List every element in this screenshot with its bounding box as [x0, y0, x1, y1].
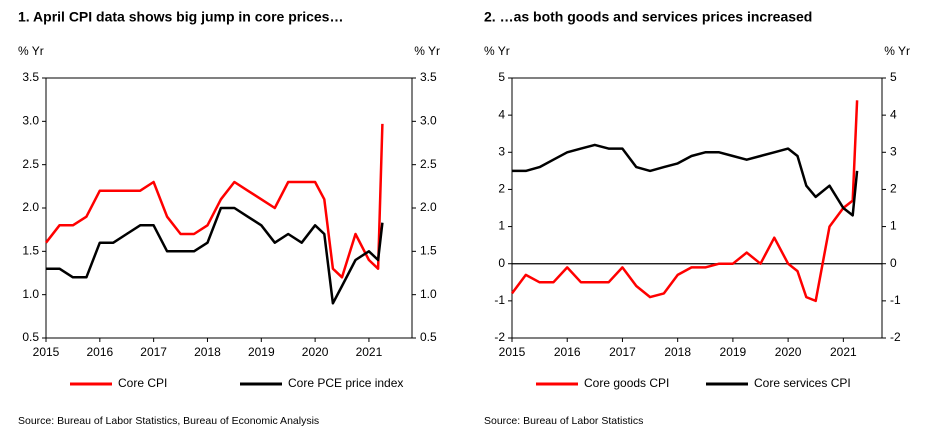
x-tick-label: 2015 — [499, 345, 526, 359]
y-axis-label: % Yr — [18, 44, 44, 58]
y2-tick-label: 0.5 — [420, 330, 437, 344]
y-tick-label: 2 — [498, 182, 505, 196]
y2-tick-label: 5 — [890, 70, 897, 84]
legend-label: Core goods CPI — [584, 376, 669, 390]
series-line — [46, 206, 384, 305]
y-tick-label: 1.0 — [22, 287, 39, 301]
x-tick-label: 2020 — [775, 345, 802, 359]
chart-title: 1. April CPI data shows big jump in core… — [18, 9, 343, 25]
x-tick-label: 2020 — [302, 345, 329, 359]
y-tick-label: 5 — [498, 70, 505, 84]
y-axis-label: % Yr — [484, 44, 510, 58]
y2-tick-label: 3 — [890, 144, 897, 158]
y2-axis-label: % Yr — [884, 44, 910, 58]
y2-tick-label: 1.5 — [420, 244, 437, 258]
y-tick-label: -1 — [494, 293, 505, 307]
y-tick-label: 1 — [498, 219, 505, 233]
series-line — [512, 143, 859, 217]
y2-tick-label: 3.0 — [420, 114, 437, 128]
x-tick-label: 2019 — [720, 345, 747, 359]
x-tick-label: 2018 — [664, 345, 691, 359]
y2-tick-label: -2 — [890, 330, 901, 344]
y2-tick-label: 4 — [890, 107, 897, 121]
series-line — [510, 100, 859, 303]
x-tick-label: 2018 — [194, 345, 221, 359]
y2-tick-label: 2.0 — [420, 200, 437, 214]
x-tick-label: 2021 — [356, 345, 383, 359]
y2-tick-label: 2 — [890, 182, 897, 196]
x-tick-label: 2016 — [86, 345, 113, 359]
y2-tick-label: 0 — [890, 256, 897, 270]
y-tick-label: 4 — [498, 107, 505, 121]
source-note: Source: Bureau of Labor Statistics — [484, 415, 643, 427]
y-tick-label: 2.0 — [22, 200, 39, 214]
y-tick-label: 2.5 — [22, 157, 39, 171]
y-tick-label: 3.0 — [22, 114, 39, 128]
x-tick-label: 2015 — [33, 345, 60, 359]
legend-label: Core PCE price index — [288, 376, 403, 390]
source-note: Source: Bureau of Labor Statistics, Bure… — [18, 415, 319, 427]
x-tick-label: 2021 — [830, 345, 857, 359]
plot-frame — [511, 77, 883, 339]
y-tick-label: 3.5 — [22, 70, 39, 84]
series-line — [45, 123, 384, 279]
y2-tick-label: -1 — [890, 293, 901, 307]
legend-label: Core services CPI — [754, 376, 851, 390]
y-tick-label: 0.5 — [22, 330, 39, 344]
y2-tick-label: 3.5 — [420, 70, 437, 84]
y-tick-label: 3 — [498, 144, 505, 158]
y2-tick-label: 2.5 — [420, 157, 437, 171]
y-tick-label: 0 — [498, 256, 505, 270]
chart-title: 2. …as both goods and services prices in… — [484, 9, 812, 25]
x-tick-label: 2016 — [554, 345, 581, 359]
y2-tick-label: 1.0 — [420, 287, 437, 301]
y-tick-label: 1.5 — [22, 244, 39, 258]
x-tick-label: 2019 — [248, 345, 275, 359]
y2-tick-label: 1 — [890, 219, 897, 233]
x-tick-label: 2017 — [609, 345, 636, 359]
y2-axis-label: % Yr — [414, 44, 440, 58]
legend-label: Core CPI — [118, 376, 167, 390]
x-tick-label: 2017 — [140, 345, 167, 359]
y-tick-label: -2 — [494, 330, 505, 344]
